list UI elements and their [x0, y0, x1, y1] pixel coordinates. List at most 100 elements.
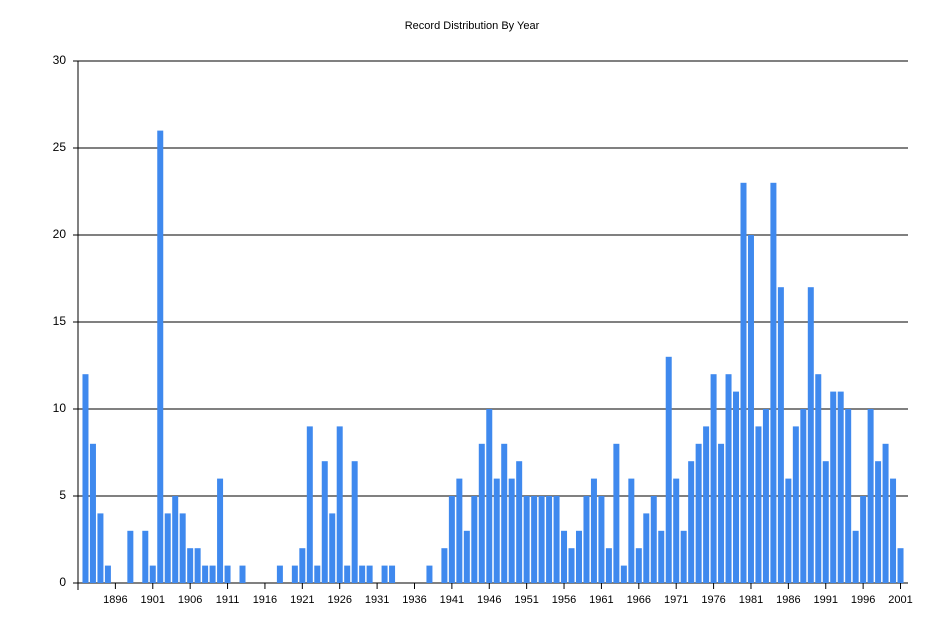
bar — [217, 478, 224, 583]
x-tick-label: 1946 — [477, 594, 501, 606]
bar — [538, 496, 545, 583]
bar — [508, 478, 515, 583]
bar — [830, 391, 837, 583]
bar — [531, 496, 538, 583]
bar — [523, 496, 530, 583]
bar — [516, 461, 523, 583]
x-tick-label: 1991 — [814, 594, 838, 606]
bar — [590, 478, 597, 583]
x-tick-label: 1971 — [664, 594, 688, 606]
bar — [202, 565, 209, 583]
bar — [620, 565, 627, 583]
bar — [299, 548, 306, 583]
bar — [448, 496, 455, 583]
bar — [187, 548, 194, 583]
bar — [845, 409, 852, 583]
bar — [762, 409, 769, 583]
y-tick-label: 15 — [53, 314, 67, 328]
bar — [127, 530, 134, 583]
bar — [695, 443, 702, 583]
bar — [665, 356, 672, 583]
bar — [553, 496, 560, 583]
bar — [157, 130, 164, 583]
bar — [575, 530, 582, 583]
bar — [890, 478, 897, 583]
bar — [792, 426, 799, 583]
bar — [381, 565, 388, 583]
bar — [239, 565, 246, 583]
y-tick-label: 0 — [59, 575, 66, 589]
y-tick-label: 30 — [53, 53, 67, 67]
bar — [860, 496, 867, 583]
x-tick-label: 1941 — [440, 594, 464, 606]
bar — [740, 182, 747, 584]
bar — [680, 530, 687, 583]
bar — [882, 443, 889, 583]
bar — [97, 513, 104, 583]
bar — [291, 565, 298, 583]
bar — [546, 496, 553, 583]
bar — [314, 565, 321, 583]
x-tick-label: 1901 — [141, 594, 165, 606]
y-tick-label: 20 — [53, 227, 67, 241]
bar — [336, 426, 343, 583]
x-tick-label: 1996 — [851, 594, 875, 606]
bar — [837, 391, 844, 583]
bar — [770, 182, 777, 584]
x-tick-label: 1961 — [589, 594, 613, 606]
x-tick-label: 1976 — [701, 594, 725, 606]
y-tick-label: 25 — [53, 140, 67, 154]
bar — [89, 443, 96, 583]
bar — [224, 565, 231, 583]
x-tick-label: 1906 — [178, 594, 202, 606]
bar — [613, 443, 620, 583]
bar — [194, 548, 201, 583]
y-tick-label: 5 — [59, 488, 66, 502]
y-tick-label: 10 — [53, 401, 67, 415]
x-tick-label: 1931 — [365, 594, 389, 606]
x-tick-label: 1911 — [216, 594, 240, 606]
bar — [897, 548, 904, 583]
bar — [321, 461, 328, 583]
bar — [807, 287, 814, 583]
bar — [800, 409, 807, 583]
bar — [777, 287, 784, 583]
x-tick-label: 1916 — [253, 594, 277, 606]
bar — [329, 513, 336, 583]
bar — [755, 426, 762, 583]
bar — [478, 443, 485, 583]
bar — [561, 530, 568, 583]
bar — [471, 496, 478, 583]
bar — [276, 565, 283, 583]
bar — [875, 461, 882, 583]
bar — [172, 496, 179, 583]
bar — [598, 496, 605, 583]
x-tick-label: 1966 — [627, 594, 651, 606]
x-tick-label: 1951 — [514, 594, 538, 606]
bar — [643, 513, 650, 583]
bar — [718, 443, 725, 583]
chart-title: Record Distribution By Year — [405, 20, 540, 32]
bar — [359, 565, 366, 583]
bar — [867, 409, 874, 583]
bar — [209, 565, 216, 583]
bar — [164, 513, 171, 583]
bar — [710, 374, 717, 583]
bar — [306, 426, 313, 583]
bar — [389, 565, 396, 583]
bar — [725, 374, 732, 583]
bar — [456, 478, 463, 583]
bar — [344, 565, 351, 583]
bar — [568, 548, 575, 583]
bar — [82, 374, 89, 583]
bar — [650, 496, 657, 583]
bar — [635, 548, 642, 583]
x-tick-label: 1921 — [290, 594, 314, 606]
bar — [815, 374, 822, 583]
x-tick-label: 1936 — [402, 594, 426, 606]
bar — [104, 565, 111, 583]
bar — [747, 235, 754, 583]
bar — [605, 548, 612, 583]
x-tick-label: 1896 — [103, 594, 127, 606]
